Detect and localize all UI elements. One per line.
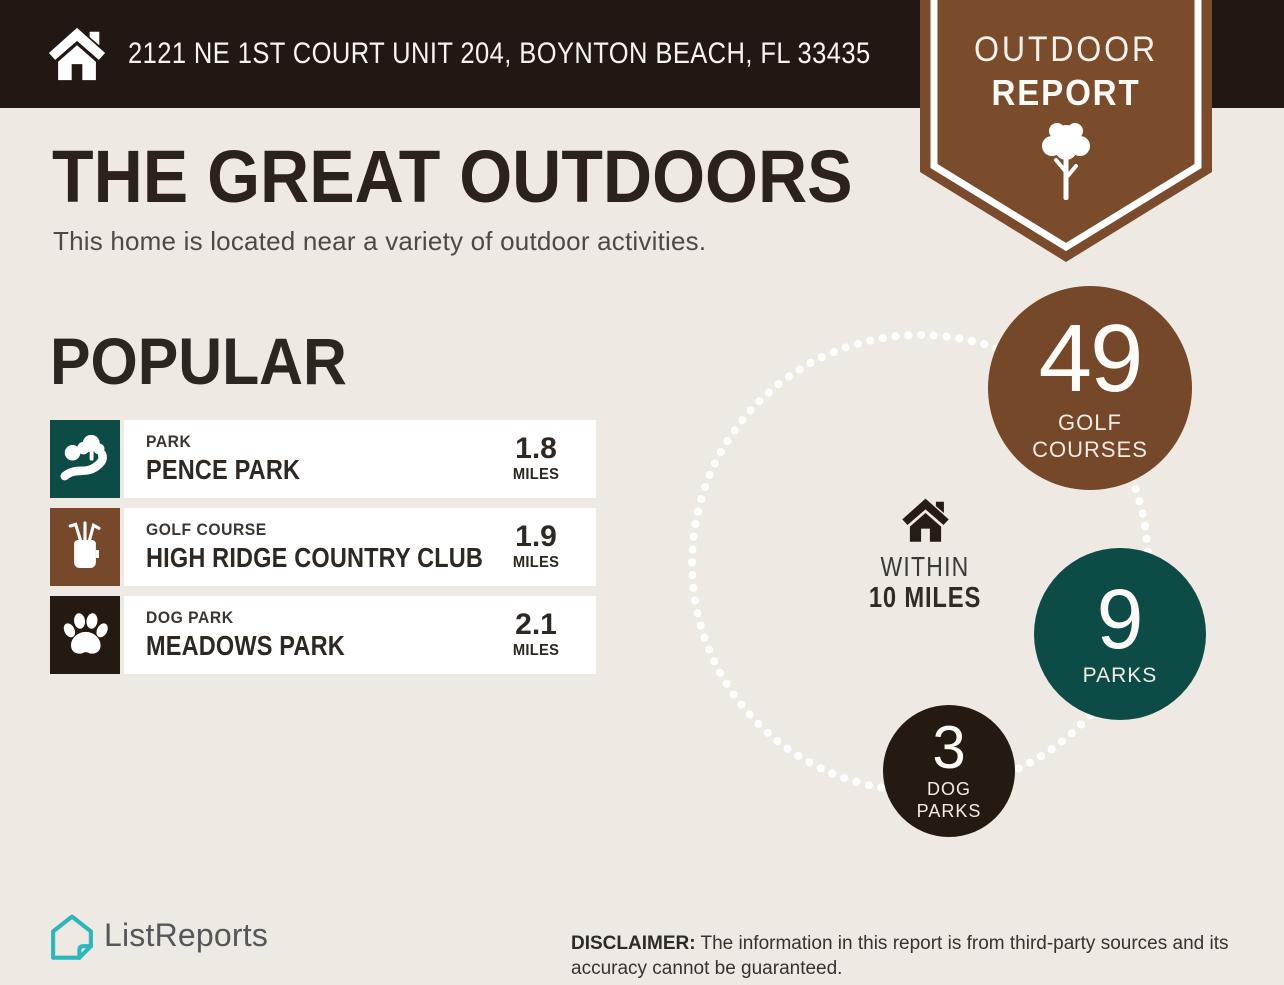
category-label: DOG PARK <box>146 608 234 627</box>
badge-title-line2: REPORT <box>991 72 1141 113</box>
home-icon <box>48 27 106 81</box>
disclaimer-label: DISCLAIMER: <box>571 933 696 954</box>
park-icon <box>60 434 107 481</box>
stat-value: 49 <box>1038 305 1144 413</box>
stat-bubble-golf-courses: 49 GOLF COURSES <box>988 286 1192 490</box>
popular-row-dog-park: DOG PARK MEADOWS PARK 2.1 MILES <box>50 596 596 674</box>
dog-park-card: DOG PARK MEADOWS PARK 2.1 MILES <box>124 596 596 674</box>
stat-bubble-dog-parks: 3 DOG PARKS <box>883 705 1015 837</box>
stat-label: DOG PARKS <box>916 779 982 821</box>
radius-home-icon <box>902 498 949 542</box>
property-address: 2121 NE 1ST COURT UNIT 204, BOYNTON BEAC… <box>128 37 871 70</box>
listreports-logo-icon <box>51 914 93 960</box>
park-card: PARK PENCE PARK 1.8 MILES <box>124 420 596 498</box>
popular-row-golf: GOLF COURSE HIGH RIDGE COUNTRY CLUB 1.9 … <box>50 508 596 586</box>
distance: 1.8 MILES <box>490 434 596 484</box>
brand-name: ListReports <box>104 917 269 953</box>
distance-value: 1.9 <box>515 520 557 553</box>
golf-card: GOLF COURSE HIGH RIDGE COUNTRY CLUB 1.9 … <box>124 508 596 586</box>
badge-title-line1: OUTDOOR <box>974 30 1158 69</box>
stat-value: 9 <box>1096 571 1144 666</box>
distance-unit: MILES <box>512 554 560 571</box>
distance: 2.1 MILES <box>490 610 596 660</box>
radius-caption-line2: 10 MILES <box>868 582 982 614</box>
tree-icon <box>1042 123 1090 200</box>
stat-label: GOLF COURSES <box>1032 410 1148 462</box>
stat-bubble-parks: 9 PARKS <box>1034 548 1206 720</box>
disclaimer: DISCLAIMER: The information in this repo… <box>571 931 1261 981</box>
dog-park-tile <box>50 596 120 674</box>
place-name: HIGH RIDGE COUNTRY CLUB <box>146 542 484 573</box>
radius-caption-line1: WITHIN <box>880 551 970 582</box>
stat-value: 3 <box>932 714 966 782</box>
stat-label: PARKS <box>1082 664 1158 688</box>
place-name: PENCE PARK <box>146 454 301 485</box>
golf-tile <box>50 508 120 586</box>
place-name: MEADOWS PARK <box>146 630 345 661</box>
popular-row-park: PARK PENCE PARK 1.8 MILES <box>50 420 596 498</box>
category-label: PARK <box>146 432 192 451</box>
distance-unit: MILES <box>512 642 560 659</box>
distance-value: 1.8 <box>515 432 557 465</box>
category-label: GOLF COURSE <box>146 520 267 539</box>
page-subtitle: This home is located near a variety of o… <box>53 226 707 256</box>
report-badge: OUTDOOR REPORT <box>920 0 1212 272</box>
golf-bag-icon <box>68 521 101 568</box>
disclaimer-text: The information in this report is from t… <box>571 933 1229 980</box>
distance-unit: MILES <box>512 466 560 483</box>
page-title: THE GREAT OUTDOORS <box>52 135 853 218</box>
distance: 1.9 MILES <box>490 522 596 572</box>
paw-icon <box>63 613 108 654</box>
distance-value: 2.1 <box>515 608 557 641</box>
popular-heading: POPULAR <box>50 324 347 398</box>
park-tile <box>50 420 120 498</box>
